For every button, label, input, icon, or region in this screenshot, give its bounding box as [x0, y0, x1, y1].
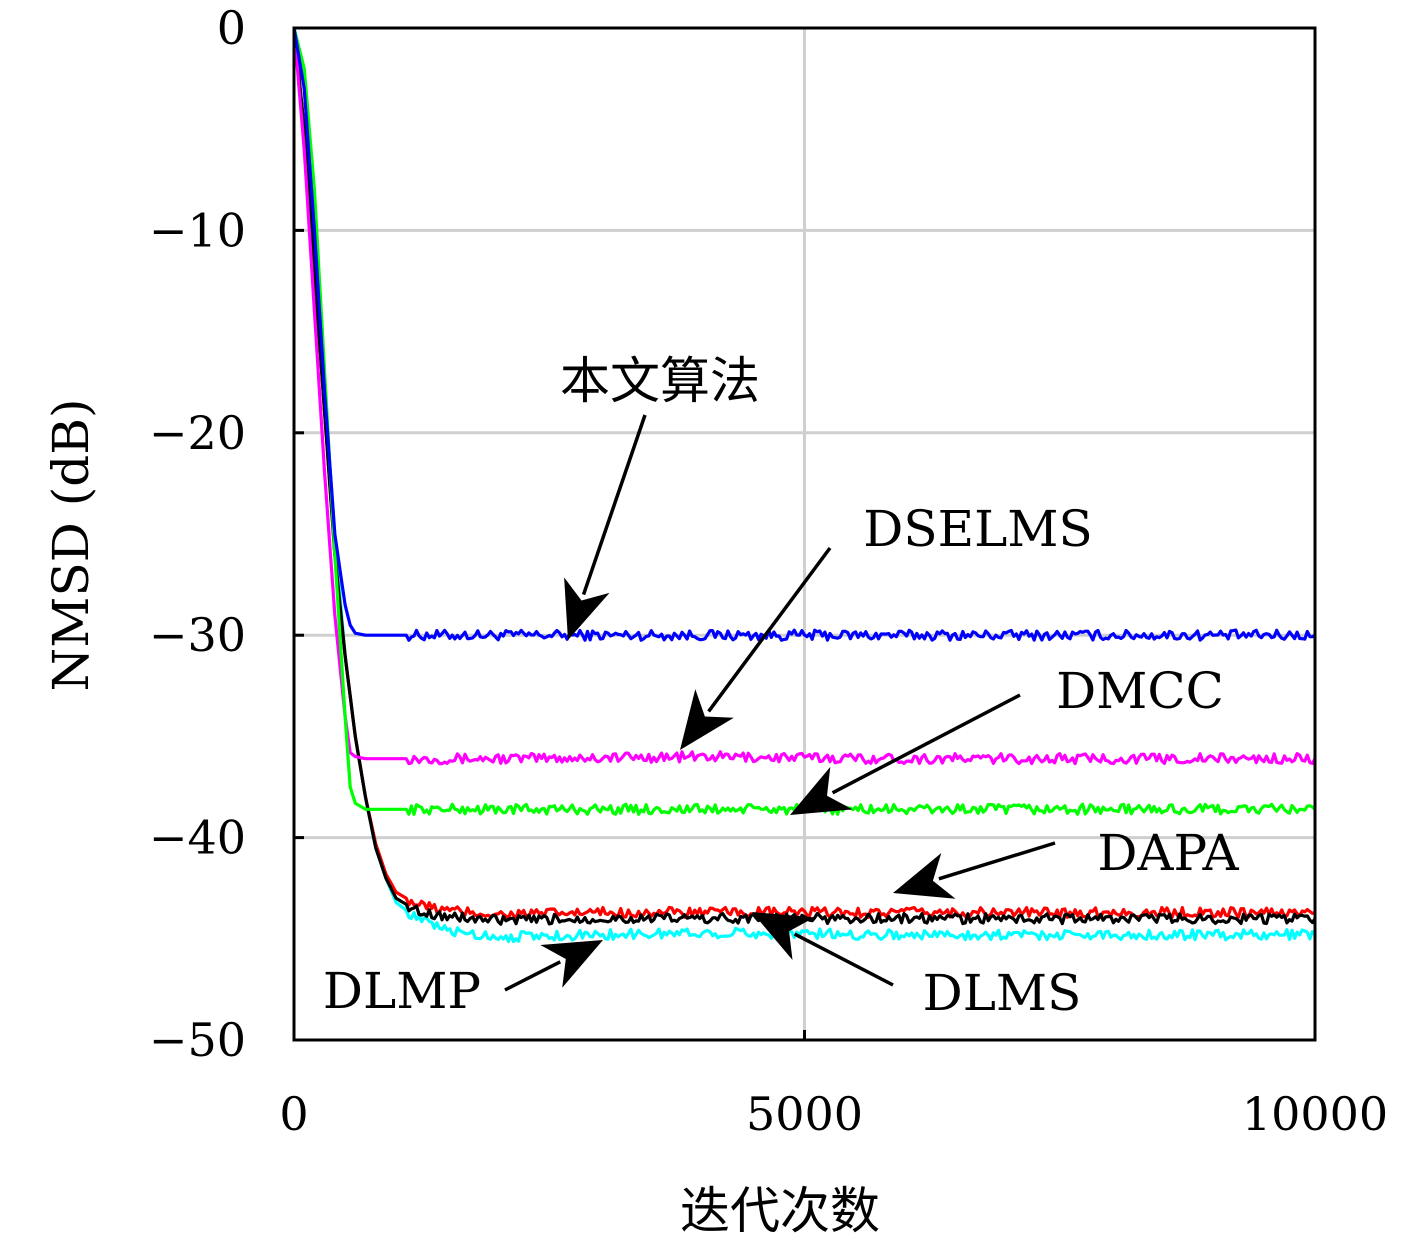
tick-labels: 0 5000 10000 0 −10 −20 −30 −40 −50: [149, 1, 1388, 1141]
grid: [294, 28, 1315, 1040]
x-tick-label: 5000: [746, 1087, 863, 1141]
annotation-label-dapa: DAPA: [1097, 824, 1239, 882]
annotation-arrow-shaft: [707, 546, 832, 713]
annotation-label-dlmp: DLMP: [323, 962, 481, 1020]
annotation-arrow-head: [564, 577, 610, 640]
x-tick-label: 10000: [1242, 1087, 1388, 1141]
y-tick-label: −30: [149, 608, 246, 662]
annotation-arrow-head: [752, 912, 815, 960]
annotation-arrow-shaft: [504, 960, 562, 992]
series-group: [294, 28, 1315, 944]
series-line-5: [294, 28, 1315, 944]
annotation-label-dselms: DSELMS: [863, 500, 1093, 558]
series-line-1: [294, 28, 1315, 766]
x-tick-label: 0: [279, 1087, 308, 1141]
y-tick-label: −10: [149, 203, 246, 257]
annotation-arrow-shaft: [793, 932, 894, 987]
annotations: 本文算法 DSELMS DMCC DAPA DLMS DLMP: [323, 352, 1240, 1022]
annotation-arrow-head: [680, 689, 734, 750]
series-line-0: [294, 28, 1315, 642]
annotation-label-dmcc: DMCC: [1056, 662, 1224, 720]
y-tick-label: −40: [149, 811, 246, 865]
annotation-arrow-head: [790, 766, 853, 815]
annotation-arrow-shaft: [938, 841, 1056, 881]
x-axis-title: 迭代次数: [680, 1182, 880, 1240]
y-tick-label: 0: [217, 1, 246, 55]
y-axis-title: NMSD (dB): [42, 399, 100, 692]
annotation-label-dlms: DLMS: [923, 964, 1082, 1022]
annotation-arrow-shaft: [831, 693, 1021, 795]
annotation-label-proposed: 本文算法: [560, 352, 760, 410]
y-tick-label: −50: [149, 1013, 246, 1067]
annotation-arrow-head: [893, 853, 956, 899]
y-tick-label: −20: [149, 406, 246, 460]
annotation-arrow-head: [540, 940, 603, 988]
annotation-arrow-shaft: [581, 414, 647, 596]
